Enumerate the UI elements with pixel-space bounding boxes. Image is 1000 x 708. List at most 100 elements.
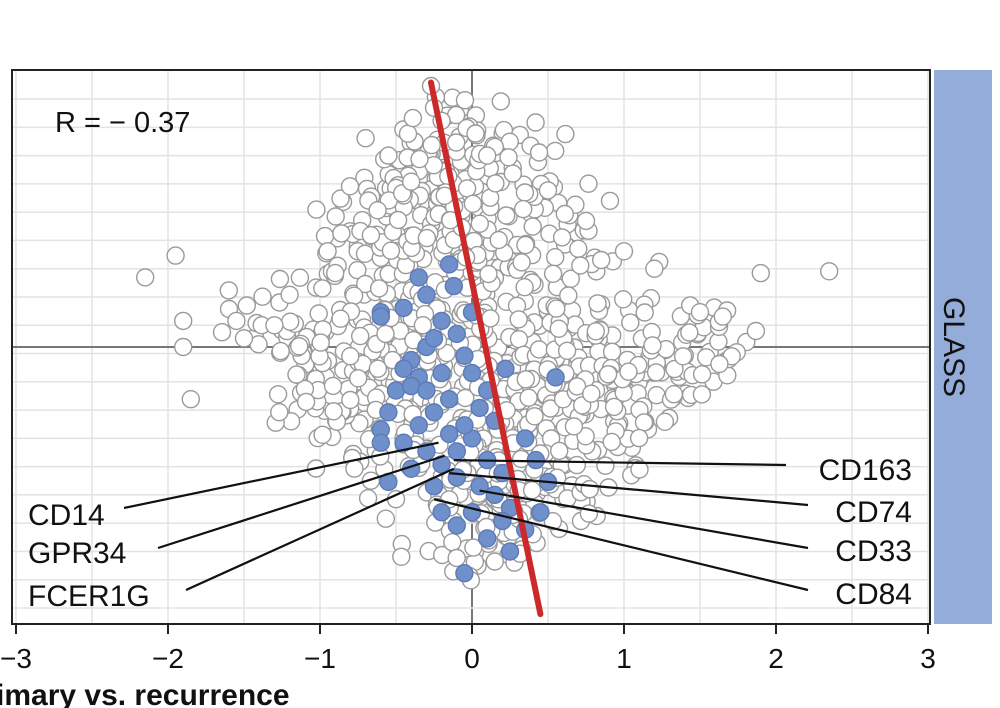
data-point	[287, 365, 306, 384]
data-point	[515, 278, 534, 297]
highlighted-point	[417, 381, 436, 400]
annotation-line-cd163	[453, 459, 787, 467]
data-point	[564, 417, 584, 436]
data-point	[522, 481, 542, 500]
data-point	[547, 299, 566, 318]
annotation-cd33: CD33	[835, 535, 912, 568]
data-point	[479, 264, 498, 284]
highlighted-point	[409, 416, 428, 435]
data-point	[596, 456, 615, 475]
highlighted-point	[462, 363, 482, 383]
data-point	[331, 309, 350, 328]
data-point	[604, 397, 624, 417]
data-point	[614, 242, 634, 261]
data-point	[634, 413, 654, 432]
data-point	[614, 290, 633, 309]
data-point	[557, 341, 577, 360]
data-point	[655, 412, 675, 431]
data-point	[313, 279, 332, 298]
data-point	[486, 174, 505, 193]
data-point	[582, 384, 601, 403]
data-point	[344, 286, 364, 305]
highlighted-point	[402, 376, 421, 396]
data-point	[466, 124, 485, 143]
data-point	[324, 402, 343, 421]
data-point	[569, 239, 588, 258]
data-point	[546, 248, 565, 267]
data-point	[376, 509, 395, 528]
data-point	[265, 316, 284, 335]
data-point	[318, 242, 337, 261]
highlighted-point	[432, 503, 451, 522]
data-point	[512, 253, 531, 272]
data-point	[379, 146, 398, 165]
data-point	[646, 363, 666, 382]
facet-label: GLASS	[937, 297, 970, 397]
highlighted-point	[500, 542, 520, 561]
highlighted-point	[432, 311, 451, 331]
data-point	[543, 264, 563, 283]
data-point	[481, 309, 500, 328]
data-point	[567, 377, 587, 396]
data-point	[166, 246, 185, 265]
data-point	[403, 108, 423, 128]
data-point	[402, 172, 421, 191]
highlighted-point	[455, 564, 474, 583]
x-tick-label: −2	[152, 643, 184, 674]
data-point	[576, 427, 595, 446]
x-tick-label: 3	[920, 643, 936, 674]
highlighted-point	[440, 255, 459, 274]
x-tick-label: −1	[304, 643, 336, 674]
data-point	[368, 201, 387, 220]
data-point	[516, 370, 535, 389]
highlighted-point	[447, 324, 466, 344]
highlighted-point	[394, 433, 413, 452]
regression-line-layer	[427, 79, 544, 618]
data-point	[381, 241, 401, 260]
data-point	[602, 432, 621, 452]
data-point	[746, 321, 766, 341]
data-point	[491, 92, 510, 111]
data-point	[309, 304, 328, 323]
points	[135, 76, 839, 590]
data-point	[550, 441, 569, 461]
annotation-gpr34: GPR34	[28, 537, 126, 570]
data-point	[600, 191, 620, 211]
x-axis: −3 −2 −1 0 1 2 3	[0, 624, 936, 674]
data-point	[499, 148, 518, 167]
data-point	[417, 228, 437, 248]
data-point	[447, 548, 466, 568]
highlighted-point	[455, 346, 474, 365]
data-point	[523, 217, 542, 236]
highlighted-point	[444, 276, 463, 296]
data-point	[630, 460, 649, 479]
data-point	[710, 354, 729, 374]
data-point	[332, 224, 351, 243]
data-point	[398, 124, 418, 143]
data-point	[388, 210, 408, 230]
data-point	[580, 480, 599, 499]
data-point	[227, 311, 246, 331]
data-point	[516, 235, 535, 255]
data-point	[588, 294, 607, 313]
annotation-line-cd33	[479, 489, 809, 550]
data-point	[290, 337, 309, 356]
highlighted-point	[371, 433, 390, 452]
data-point	[497, 206, 516, 225]
highlighted-point	[379, 403, 398, 422]
data-point	[237, 296, 257, 315]
x-tick-label: 2	[768, 643, 784, 674]
data-point	[692, 365, 712, 384]
data-point	[619, 362, 638, 381]
highlighted-point	[440, 424, 459, 444]
data-point	[345, 459, 364, 478]
data-point	[549, 319, 568, 338]
data-point	[567, 455, 586, 475]
highlighted-point	[496, 359, 515, 378]
data-point	[253, 287, 272, 306]
data-point	[280, 285, 299, 304]
data-point	[270, 269, 290, 289]
data-point	[323, 376, 343, 396]
data-point	[313, 425, 332, 444]
data-point	[555, 204, 574, 224]
